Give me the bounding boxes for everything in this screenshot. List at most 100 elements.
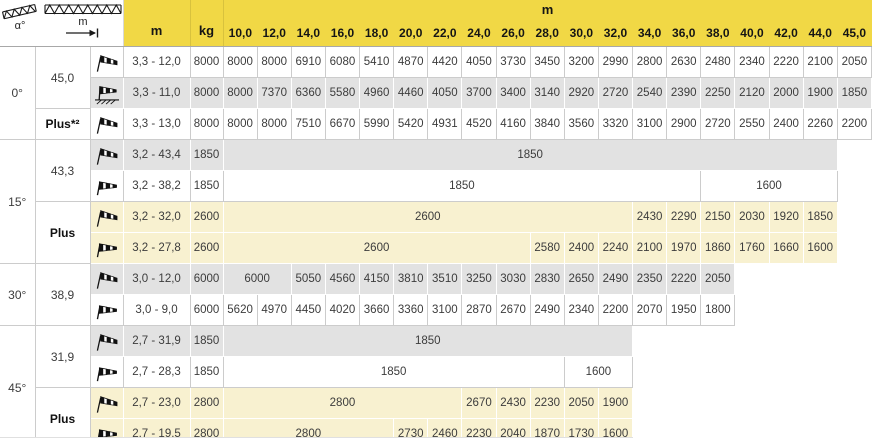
column-header: 40,0 [734,19,770,47]
radius-range-cell: 3,2 - 43,4 [122,139,191,171]
load-value: 3840 [529,108,565,140]
load-value: 7370 [256,77,292,109]
load-value: 1760 [734,232,770,264]
load-value: 2870 [461,294,497,326]
merged-load-value: 2600 [222,232,531,264]
header-corner: α° m [0,0,124,47]
max-capacity-cell: 2600 [189,232,224,264]
empty-cell [632,418,872,438]
load-value: 6360 [290,77,326,109]
load-value: 1900 [802,77,838,109]
windsock-ground-icon [89,77,124,109]
load-value: 2220 [768,46,804,78]
boom-config-cell: Plus*² [34,108,91,140]
load-value: 5410 [359,46,395,78]
load-value: 1730 [563,418,599,438]
load-value: 3560 [563,108,599,140]
boom-config-cell: 31,9 [34,325,91,388]
load-value: 2400 [768,108,804,140]
column-header: 26,0 [496,19,531,47]
boom-config-cell: Plus [34,387,91,438]
load-value: 7510 [290,108,326,140]
load-value: 2260 [802,108,838,140]
load-value: 4450 [290,294,326,326]
load-value: 4050 [427,77,463,109]
table-row: 3,3 - 11,0 8000 8000 7370 6360 5580 4960 4460 40… [0,77,872,109]
merged-load-value: 6000 [222,263,292,295]
load-value: 1860 [700,232,736,264]
load-value: 4460 [393,77,429,109]
load-value: 5420 [393,108,429,140]
load-value: 2400 [563,232,599,264]
load-value: 4560 [324,263,361,295]
load-value: 2250 [700,77,736,109]
merged-load-value: 2800 [222,387,463,419]
max-capacity-cell: 6000 [189,263,224,295]
table-row: 3,2 - 27,8 2600 2600 2580 2400 2240 2100 1970 18… [0,232,872,264]
load-value: 8000 [222,46,258,78]
empty-cell [734,294,872,326]
load-value: 2390 [666,77,702,109]
load-value: 2040 [495,418,531,438]
load-value: 2050 [700,263,736,295]
radius-range-cell: 2,7 - 23,0 [122,387,191,419]
load-value: 1950 [666,294,702,326]
load-value: 2030 [734,201,770,233]
load-value: 4420 [427,46,463,78]
load-value: 6080 [324,46,361,78]
radius-range-cell: 3,0 - 12,0 [122,263,191,295]
load-value: 1870 [529,418,565,438]
windsock-raised-icon [89,263,124,295]
load-value: 2670 [461,387,497,419]
load-value: 2800 [632,46,668,78]
boom-config-cell: 43,3 [34,139,91,202]
load-value: 2070 [632,294,668,326]
column-header: 30,0 [564,19,599,47]
load-value: 2340 [734,46,770,78]
radius-range-cell: 2,7 - 28,3 [122,356,191,388]
load-value: 2900 [666,108,702,140]
table-row: 45° 31,9 2,7 - 31,9 1850 1850 [0,325,872,438]
column-header: 36,0 [666,19,701,47]
load-value: 2100 [802,46,838,78]
radius-range-cell: 3,3 - 13,0 [122,108,191,140]
load-value: 2830 [529,263,565,295]
table-row: 30° 38,9 3,0 - 12,0 6000 6000 5050 4560 4150 381… [0,263,872,326]
merged-load-value: 1600 [700,170,838,202]
load-value: 4960 [359,77,395,109]
load-value: 3660 [359,294,395,326]
column-header: 16,0 [325,19,360,47]
load-value: 2720 [597,77,634,109]
load-value: 2430 [632,201,668,233]
windsock-raised-icon [89,108,124,140]
max-capacity-cell: 2800 [189,387,224,419]
load-value: 5050 [290,263,326,295]
radius-range-cell: 2,7 - 19,5 [122,418,191,438]
load-value: 5580 [324,77,361,109]
column-header: 34,0 [632,19,667,47]
column-header: 32,0 [598,19,633,47]
empty-cell [837,201,872,233]
load-value: 8000 [256,46,292,78]
boom-config-cell: 38,9 [34,263,91,326]
load-value: 2230 [529,387,565,419]
table-body: 0° 45,0 3,3 - 12,0 8000 8000 8000 6910 6080 5410… [0,46,872,438]
angle-cell: 30° [0,263,36,326]
merged-load-value: 1850 [222,325,634,357]
load-value: 2430 [495,387,531,419]
load-value: 3730 [495,46,531,78]
load-value: 4050 [461,46,497,78]
load-value: 2150 [700,201,736,233]
load-value: 8000 [256,108,292,140]
load-value: 2200 [836,108,872,140]
load-value: 6670 [324,108,361,140]
max-capacity-cell: 1850 [189,325,224,357]
max-capacity-cell: 2800 [189,418,224,438]
load-value: 1600 [597,418,634,438]
load-value: 4970 [256,294,292,326]
load-value: 3100 [427,294,463,326]
load-value: 2230 [461,418,497,438]
windsock-horizontal-icon [89,232,124,264]
radius-range-cell: 3,2 - 32,0 [122,201,191,233]
